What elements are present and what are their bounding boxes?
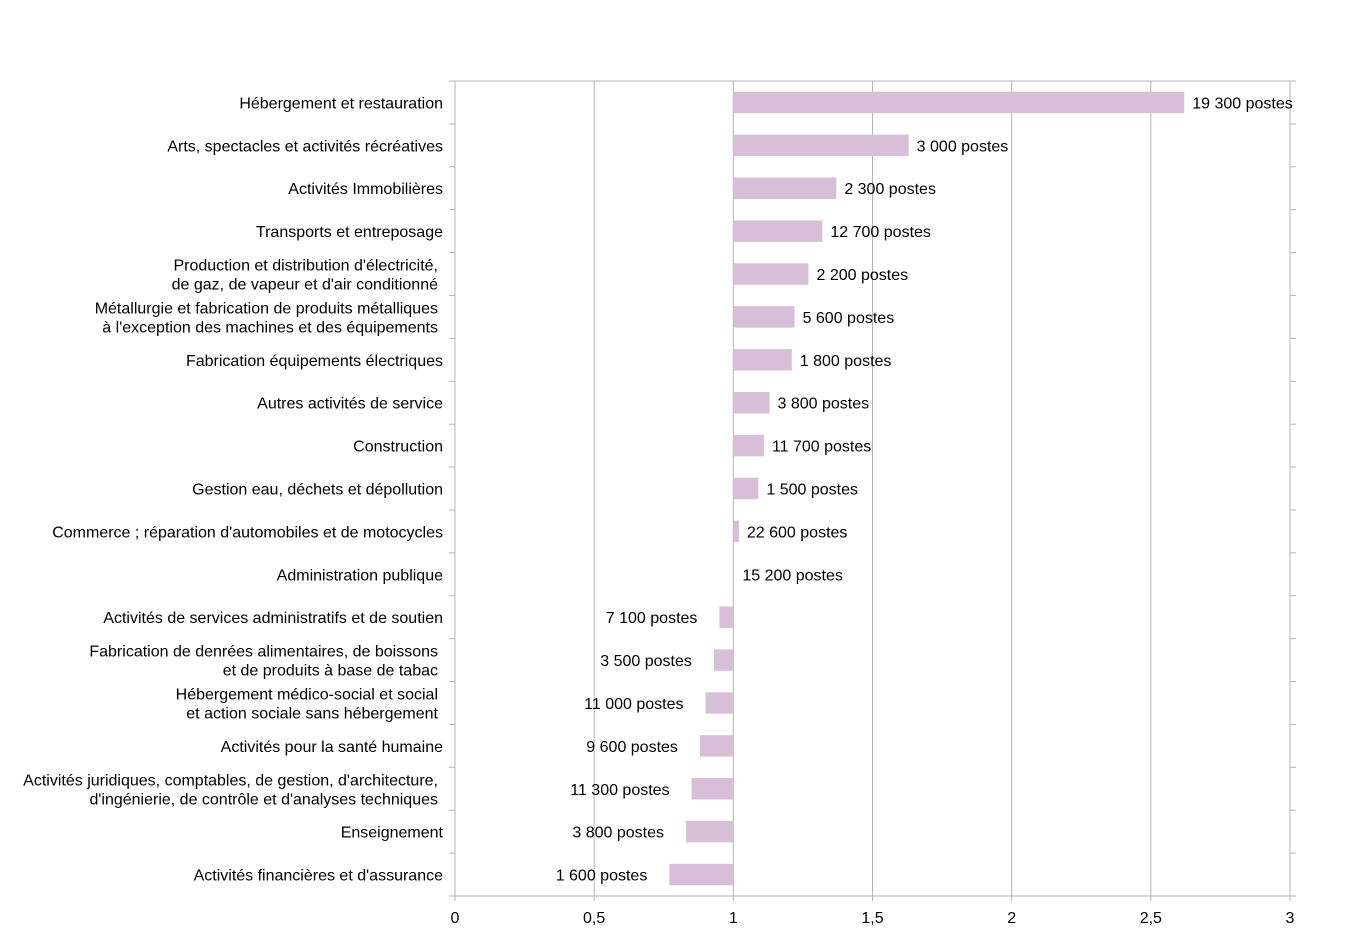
data-label: 1 500 postes <box>766 482 858 499</box>
bar <box>733 91 1185 114</box>
bar <box>733 306 795 328</box>
bar <box>733 520 739 543</box>
data-label: 3 000 postes <box>917 138 1009 155</box>
category-label: Activités de services administratifs et … <box>103 610 443 627</box>
category-label: Métallurgie et fabrication de produits m… <box>95 300 438 336</box>
data-label: 1 800 postes <box>800 353 892 370</box>
x-tick-label: 1 <box>729 910 738 927</box>
category-label: Production et distribution d'électricité… <box>172 258 438 294</box>
grid-lines <box>454 80 1291 901</box>
bar <box>733 220 823 242</box>
x-tick-labels: 0 0,5 1 1,5 2 2,5 3 <box>451 910 1295 927</box>
category-label: Autres activités de service <box>257 396 443 413</box>
bar <box>733 134 909 157</box>
axes <box>449 80 1296 897</box>
data-labels: 19 300 postes 3 000 postes 2 300 postes 12 … <box>556 95 1293 884</box>
bar <box>733 263 809 285</box>
category-label: Activités financières et d'assurance <box>194 868 444 885</box>
data-label: 2 200 postes <box>816 267 908 284</box>
bar <box>733 434 764 457</box>
x-tick-label: 3 <box>1286 910 1295 927</box>
data-label: 5 600 postes <box>803 310 895 327</box>
bar <box>733 349 792 371</box>
x-tick-label: 2 <box>1007 910 1016 927</box>
category-label: Hébergement et restauration <box>239 95 443 112</box>
x-tick-label: 0 <box>451 910 460 927</box>
category-label: Arts, spectacles et activités récréative… <box>167 138 443 155</box>
bar <box>699 735 734 757</box>
data-label: 11 000 postes <box>584 696 683 713</box>
bar <box>691 778 734 800</box>
category-label: Transports et entreposage <box>256 224 443 241</box>
data-label: 3 800 postes <box>778 396 870 413</box>
bar <box>705 692 734 714</box>
x-tick-label: 0,5 <box>583 910 605 927</box>
x-tick-label: 2,5 <box>1140 910 1162 927</box>
bar <box>719 606 734 628</box>
bar <box>686 820 734 843</box>
bar <box>669 863 734 886</box>
data-label: 15 200 postes <box>742 567 843 584</box>
category-label: Activités Immobilières <box>288 181 443 198</box>
data-label: 12 700 postes <box>830 224 931 241</box>
category-label: Activités pour la santé humaine <box>221 739 443 756</box>
category-label: Hébergement médico-social et social et ac… <box>176 686 439 722</box>
data-label: 3 800 postes <box>572 825 664 842</box>
category-label: Activités juridiques, comptables, de ges… <box>23 772 438 808</box>
bars <box>669 91 1185 886</box>
data-label: 2 300 postes <box>844 181 936 198</box>
category-label: Administration publique <box>277 567 443 584</box>
category-label: Gestion eau, déchets et dépollution <box>192 482 443 499</box>
data-label: 11 300 postes <box>570 782 669 799</box>
x-tick-label: 1,5 <box>861 910 883 927</box>
data-label: 19 300 postes <box>1192 95 1293 112</box>
data-label: 7 100 postes <box>606 610 698 627</box>
data-label: 11 700 postes <box>772 439 871 456</box>
category-label: Fabrication équipements électriques <box>186 353 443 370</box>
category-label: Construction <box>353 439 443 456</box>
category-label: Commerce ; réparation d'automobiles et d… <box>52 524 443 541</box>
data-label: 9 600 postes <box>586 739 678 756</box>
bar <box>713 649 734 671</box>
data-label: 3 500 postes <box>600 653 692 670</box>
category-labels: Hébergement et restauration Arts, spectac… <box>23 95 443 884</box>
bar <box>733 391 770 414</box>
bar <box>733 477 759 500</box>
data-label: 22 600 postes <box>747 524 848 541</box>
category-label: Enseignement <box>341 825 444 842</box>
category-label: Fabrication de denrées alimentaires, de … <box>89 644 438 680</box>
data-label: 1 600 postes <box>556 868 648 885</box>
bar <box>733 177 837 199</box>
